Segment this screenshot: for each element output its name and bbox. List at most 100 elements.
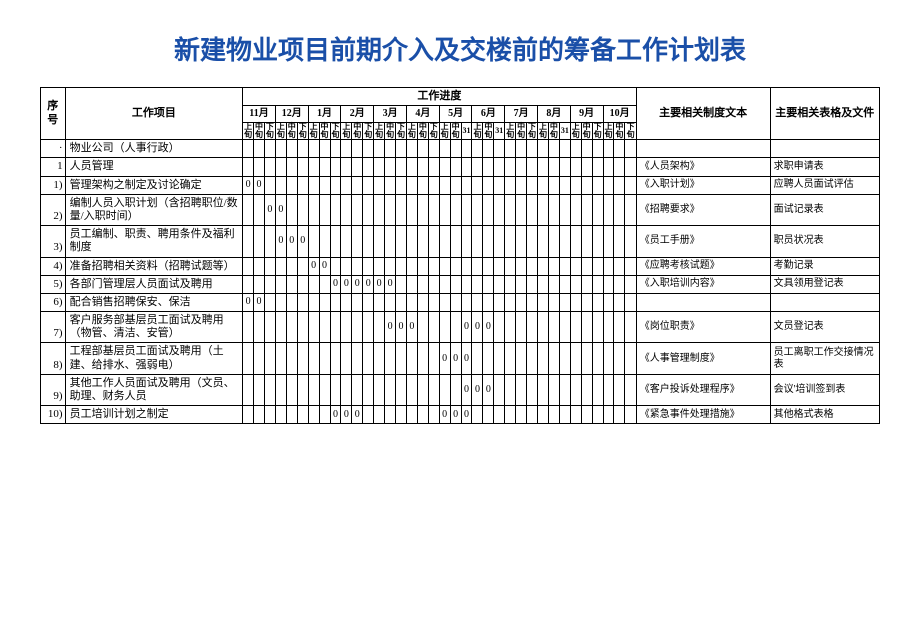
section-cell-25 — [516, 140, 527, 158]
row-10-cell-25 — [516, 406, 527, 424]
row-8-cell-16 — [417, 343, 428, 374]
row-2-item: 编制人员入职计划（含招聘职位/数量/入职时间） — [65, 194, 243, 225]
plan-table: 序号工作项目工作进度主要相关制度文本主要相关表格及文件11月12月1月2月3月4… — [40, 87, 880, 424]
row-0-seq: 1 — [41, 158, 66, 176]
row-8-cell-25 — [516, 343, 527, 374]
row-9-cell-3 — [275, 374, 286, 405]
row-5-cell-9: 0 — [341, 275, 352, 293]
header-period-13: 中旬 — [385, 123, 396, 140]
row-4-cell-20 — [461, 257, 472, 275]
section-cell-2 — [264, 140, 275, 158]
row-8-cell-34 — [614, 343, 625, 374]
header-period-7: 中旬 — [319, 123, 330, 140]
section-cell-21 — [472, 140, 483, 158]
section-cell-27 — [538, 140, 549, 158]
row-0-item: 人员管理 — [65, 158, 243, 176]
row-2-cell-24 — [505, 194, 516, 225]
row-6-cell-28 — [548, 293, 559, 311]
row-0-cell-7 — [319, 158, 330, 176]
section-cell-29 — [559, 140, 570, 158]
row-3-cell-8 — [330, 226, 341, 257]
row-0-cell-21 — [472, 158, 483, 176]
row-8-cell-33 — [603, 343, 614, 374]
header-month-3: 2月 — [341, 106, 374, 123]
row-0-cell-10 — [352, 158, 363, 176]
row-3-cell-7 — [319, 226, 330, 257]
row-1-cell-1: 0 — [254, 176, 265, 194]
row-2-cell-33 — [603, 194, 614, 225]
row-2-cell-18 — [439, 194, 450, 225]
row-8-cell-14 — [396, 343, 407, 374]
header-period-4: 中旬 — [286, 123, 297, 140]
row-3-cell-0 — [243, 226, 254, 257]
row-1-cell-6 — [308, 176, 319, 194]
row-10-cell-18: 0 — [439, 406, 450, 424]
row-1-cell-21 — [472, 176, 483, 194]
row-1-cell-30 — [570, 176, 581, 194]
row-7-cell-15: 0 — [406, 312, 417, 343]
row-3-cell-25 — [516, 226, 527, 257]
row-2-cell-31 — [581, 194, 592, 225]
row-1-doc: 《入职计划》 — [636, 176, 770, 194]
row-3-cell-15 — [406, 226, 417, 257]
row-3-cell-11 — [363, 226, 374, 257]
section-cell-0 — [243, 140, 254, 158]
row-9-cell-16 — [417, 374, 428, 405]
header-period-22: 中旬 — [483, 123, 494, 140]
row-4-form: 考勤记录 — [770, 257, 879, 275]
row-0-cell-22 — [483, 158, 494, 176]
section-cell-14 — [396, 140, 407, 158]
row-6-cell-16 — [417, 293, 428, 311]
row-10-cell-27 — [538, 406, 549, 424]
section-cell-4 — [286, 140, 297, 158]
row-2-cell-19 — [450, 194, 461, 225]
row-2-cell-35 — [625, 194, 636, 225]
row-7-cell-30 — [570, 312, 581, 343]
row-6-cell-6 — [308, 293, 319, 311]
row-3-cell-1 — [254, 226, 265, 257]
row-7-cell-8 — [330, 312, 341, 343]
row-6-cell-11 — [363, 293, 374, 311]
row-8-cell-0 — [243, 343, 254, 374]
row-6-cell-10 — [352, 293, 363, 311]
row-4-cell-25 — [516, 257, 527, 275]
row-7-cell-34 — [614, 312, 625, 343]
row-3-cell-3: 0 — [275, 226, 286, 257]
row-10-cell-14 — [396, 406, 407, 424]
section-item: 物业公司（人事行政） — [65, 140, 243, 158]
row-9-cell-24 — [505, 374, 516, 405]
row-7-cell-0 — [243, 312, 254, 343]
row-3-seq: 3) — [41, 226, 66, 257]
row-9-cell-1 — [254, 374, 265, 405]
row-5-cell-21 — [472, 275, 483, 293]
row-7-cell-25 — [516, 312, 527, 343]
row-2-cell-26 — [527, 194, 538, 225]
row-3-cell-13 — [385, 226, 396, 257]
header-month-11: 10月 — [603, 106, 636, 123]
header-month-9: 8月 — [538, 106, 571, 123]
row-2-cell-25 — [516, 194, 527, 225]
row-7-cell-19 — [450, 312, 461, 343]
row-9-cell-34 — [614, 374, 625, 405]
row-1-cell-13 — [385, 176, 396, 194]
row-0-cell-20 — [461, 158, 472, 176]
row-1-cell-0: 0 — [243, 176, 254, 194]
row-3-cell-33 — [603, 226, 614, 257]
row-2-cell-28 — [548, 194, 559, 225]
row-5-cell-3 — [275, 275, 286, 293]
row-2-cell-5 — [297, 194, 308, 225]
header-month-0: 11月 — [243, 106, 276, 123]
row-0-cell-18 — [439, 158, 450, 176]
row-0-cell-35 — [625, 158, 636, 176]
header-month-8: 7月 — [505, 106, 538, 123]
row-1-cell-8 — [330, 176, 341, 194]
section-doc — [636, 140, 770, 158]
section-cell-24 — [505, 140, 516, 158]
row-6-cell-2 — [264, 293, 275, 311]
row-1-cell-32 — [592, 176, 603, 194]
row-1-form: 应聘人员面试评估 — [770, 176, 879, 194]
row-9-cell-22: 0 — [483, 374, 494, 405]
row-4-cell-21 — [472, 257, 483, 275]
row-8-cell-35 — [625, 343, 636, 374]
row-8-cell-11 — [363, 343, 374, 374]
